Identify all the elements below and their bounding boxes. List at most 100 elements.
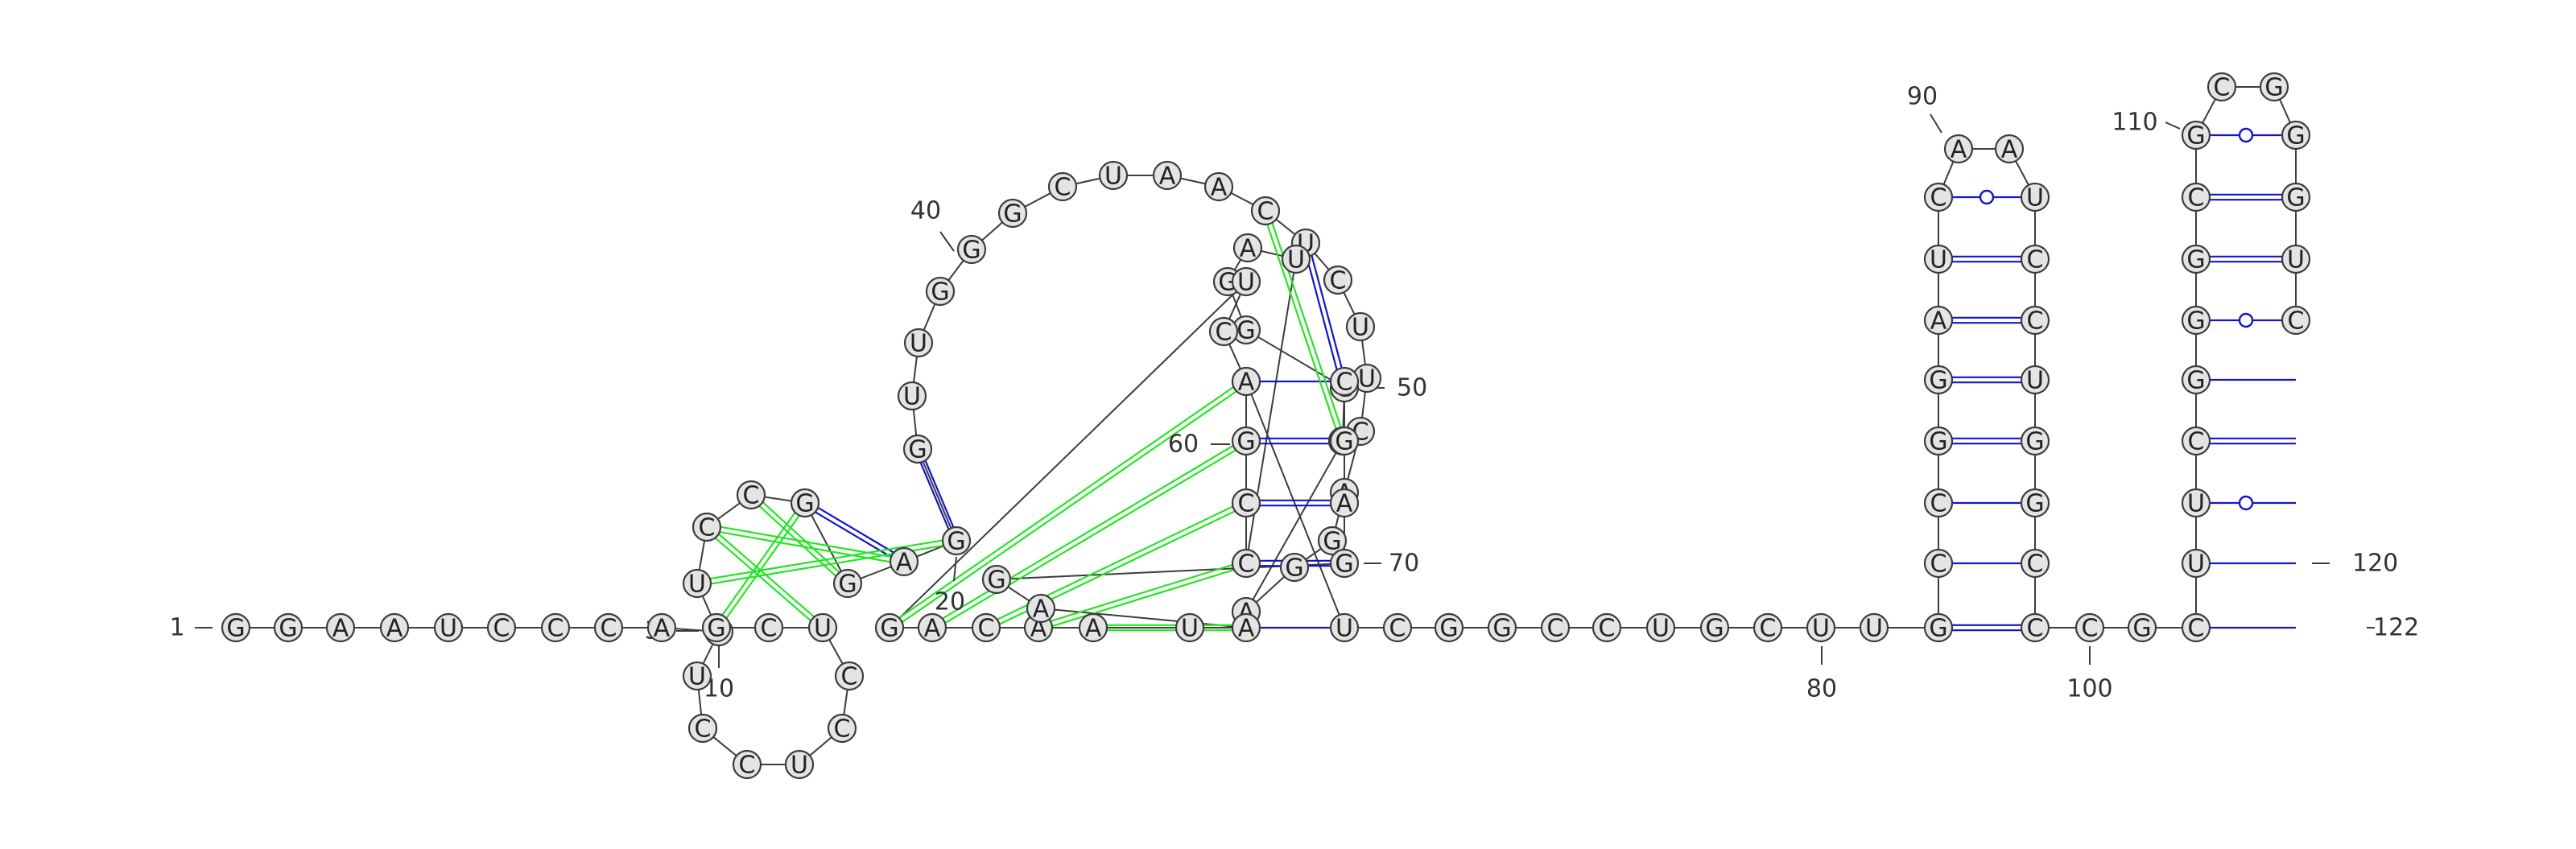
nucleotide-circle	[1231, 612, 1261, 643]
nucleotide-circle	[1345, 311, 1376, 342]
nucleotide-circle	[2127, 612, 2157, 643]
nucleotide-circle	[925, 276, 956, 307]
nucleotide-letter: G	[1323, 528, 1341, 556]
nucleotide-letter: G	[1335, 428, 1353, 456]
nucleotide-letter: G	[2286, 184, 2305, 212]
nucleotide-circle	[1329, 366, 1360, 397]
nucleotide-circle	[2181, 244, 2211, 274]
nucleotide-letter: G	[1236, 317, 1255, 345]
nucleotide-circle	[2181, 305, 2211, 336]
nucleotide-layer: GGAAUCCCAGUCCUCCUCGUCCGGAGGUUGGGCUAACUCU…	[221, 72, 2311, 780]
nucleotide-letter: C	[2027, 550, 2044, 579]
nucleotide-letter: G	[707, 615, 725, 643]
nucleotide-letter: C	[1389, 615, 1406, 643]
nucleotide-circle	[753, 612, 784, 643]
nucleotide-letter: C	[834, 715, 851, 744]
nucleotide-circle	[1487, 612, 1517, 643]
pseudoknot-pair-line	[749, 496, 847, 587]
nucleotide-letter: A	[2001, 136, 2018, 164]
nucleotide-circle	[1645, 612, 1676, 643]
nucleotide-letter: G	[1439, 615, 1458, 643]
nucleotide-letter: U	[1352, 314, 1369, 342]
nucleotide-circle	[834, 661, 865, 691]
nucleotide-circle	[2181, 182, 2211, 212]
nucleotide-letter: G	[2186, 122, 2205, 150]
nucleotide-letter: U	[903, 383, 921, 411]
nucleotide-letter: U	[1358, 365, 1376, 394]
nucleotide-circle	[691, 512, 722, 542]
nucleotide-circle	[1923, 612, 1954, 643]
nucleotide-circle	[1923, 548, 1954, 579]
nucleotide-letter: G	[947, 528, 965, 556]
nucleotide-circle	[1591, 612, 1622, 643]
canonical-pair-line	[914, 449, 956, 542]
nucleotide-letter: U	[791, 752, 808, 780]
nucleotide-circle	[956, 234, 987, 265]
nucleotide-circle	[2074, 612, 2105, 643]
nucleotide-circle	[1923, 365, 1954, 395]
nucleotide-letter: G	[931, 278, 949, 307]
nucleotide-letter: U	[2287, 246, 2305, 274]
nucleotide-letter: A	[1033, 596, 1050, 624]
nucleotide-letter: U	[1865, 615, 1883, 643]
nucleotide-letter: G	[1285, 554, 1303, 583]
nucleotide-letter: U	[2187, 550, 2205, 579]
nucleotide-letter: C	[1930, 550, 1947, 579]
nucleotide-circle	[1540, 612, 1571, 643]
nucleotide-letter: G	[1218, 269, 1236, 297]
nucleotide-letter: C	[2027, 615, 2044, 643]
nucleotide-letter: U	[1237, 269, 1255, 297]
pseudoknot-pair-line	[1037, 559, 1246, 626]
nucleotide-letter: C	[2027, 307, 2044, 336]
nucleotide-letter: A	[896, 549, 913, 577]
pseudoknot-pair-line	[890, 382, 1249, 631]
nucleotide-circle	[325, 612, 356, 643]
pseudoknot-pair-line	[930, 438, 1245, 627]
position-label: 122	[2373, 614, 2419, 642]
nucleotide-circle	[1078, 612, 1108, 643]
nucleotide-letter: C	[1930, 490, 1947, 518]
nucleotide-circle	[732, 749, 762, 780]
nucleotide-letter: U	[2026, 184, 2044, 212]
position-label: 1	[169, 614, 184, 642]
nucleotide-letter: C	[1336, 369, 1353, 397]
canonical-pair-line	[1307, 241, 1348, 388]
nucleotide-circle	[889, 546, 919, 577]
canonical-pair-line	[1302, 243, 1343, 389]
nucleotide-letter: C	[739, 752, 756, 780]
nucleotide-circle	[1098, 160, 1129, 191]
position-label: 40	[910, 197, 941, 225]
nucleotide-letter: C	[1055, 174, 1071, 202]
nucleotide-circle	[2259, 72, 2289, 102]
nucleotide-circle	[1699, 612, 1730, 643]
nucleotide-letter: C	[2027, 246, 2044, 274]
nucleotide-letter: A	[654, 615, 671, 643]
position-label: 90	[1907, 83, 1938, 111]
nucleotide-circle	[2181, 426, 2211, 456]
nucleotide-circle	[2020, 612, 2050, 643]
nucleotide-letter: A	[1930, 307, 1947, 336]
position-tick	[1930, 113, 1942, 134]
nucleotide-letter: U	[1335, 615, 1353, 643]
nucleotide-letter: G	[2186, 307, 2205, 336]
nucleotide-circle	[971, 612, 1001, 643]
nucleotide-letter: G	[1705, 615, 1724, 643]
nucleotide-letter: G	[1929, 367, 1947, 395]
nucleotide-circle	[1329, 426, 1360, 456]
nucleotide-circle	[1047, 171, 1078, 202]
nucleotide-letter: G	[908, 436, 927, 464]
nucleotide-letter: U	[1652, 615, 1670, 643]
nucleotide-circle	[1174, 612, 1205, 643]
base-pair-layer	[696, 127, 2296, 632]
backbone-line	[236, 86, 2297, 765]
pseudoknot-pair-line	[717, 504, 808, 630]
nucleotide-letter: G	[2025, 490, 2044, 518]
nucleotide-circle	[486, 612, 517, 643]
nucleotide-circle	[827, 713, 857, 744]
nucleotide-letter: C	[2214, 74, 2231, 102]
nucleotide-circle	[273, 612, 303, 643]
pseudoknot-pair-line	[986, 504, 1248, 631]
nucleotide-circle	[1026, 593, 1056, 624]
nucleotide-circle	[1434, 612, 1464, 643]
nucleotide-letter: U	[688, 571, 706, 599]
